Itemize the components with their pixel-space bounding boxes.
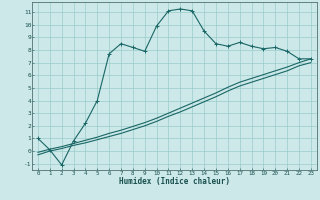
X-axis label: Humidex (Indice chaleur): Humidex (Indice chaleur)	[119, 177, 230, 186]
